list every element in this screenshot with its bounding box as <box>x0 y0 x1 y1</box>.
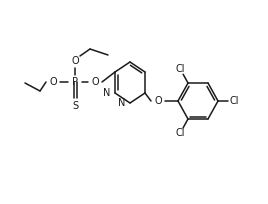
Text: N: N <box>118 98 126 108</box>
Text: O: O <box>71 56 79 66</box>
Text: O: O <box>91 77 99 87</box>
Text: Cl: Cl <box>176 128 185 138</box>
Text: P: P <box>72 77 78 87</box>
Text: O: O <box>154 96 162 106</box>
Text: O: O <box>49 77 57 87</box>
Text: S: S <box>72 101 78 111</box>
Text: Cl: Cl <box>176 64 185 74</box>
Text: Cl: Cl <box>229 96 239 106</box>
Text: N: N <box>103 88 111 98</box>
